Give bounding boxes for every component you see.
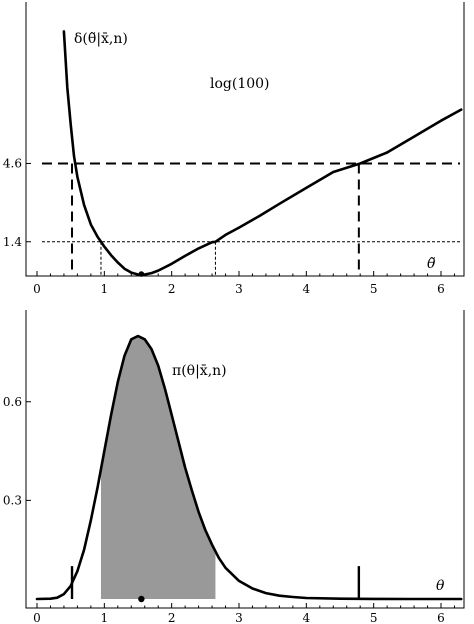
top-y-tick-label: 4.6 [3, 156, 22, 170]
bottom-x-tick-label: 4 [303, 611, 311, 624]
bottom-y-tick-label: 0.6 [3, 395, 22, 409]
top-x-ticks: 0 1 2 3 4 5 6 [33, 271, 455, 296]
bottom-x-tick-label: 1 [101, 611, 109, 624]
top-x-tick-label: 5 [370, 282, 378, 296]
top-x-tick-label: 4 [303, 282, 311, 296]
bottom-x-tick-label: 2 [168, 611, 176, 624]
top-minimum-point [138, 271, 145, 277]
bottom-curve-label: π(θ|x̄,n) [172, 363, 227, 379]
top-panel: 0 1 2 3 4 5 6 1.4 4.6 δ(θ̃|x̄,n) log(100) θ̃ [3, 2, 465, 296]
top-x-axis-label: θ̃ [427, 256, 436, 272]
bottom-y-ticks: 0.3 0.6 [3, 395, 31, 507]
bottom-x-tick-label: 3 [235, 611, 243, 624]
bottom-x-tick-label: 5 [370, 611, 378, 624]
bottom-point-estimate [138, 595, 145, 603]
top-x-tick-label: 0 [33, 282, 41, 296]
bottom-hpd-region [100, 336, 216, 599]
top-panel-frame [25, 2, 465, 277]
bottom-x-tick-label: 6 [437, 611, 445, 624]
top-y-ticks: 1.4 4.6 [3, 156, 31, 249]
bottom-density-curve [35, 334, 463, 601]
top-hline-label: log(100) [210, 76, 270, 92]
bottom-panel: 0 1 2 3 4 5 6 0.3 0.6 π(θ|x̄,n) θ [3, 310, 465, 624]
bottom-panel-frame [25, 310, 465, 609]
bottom-x-tick-label: 0 [33, 611, 41, 624]
top-loss-curve [62, 30, 463, 277]
top-x-tick-label: 3 [235, 282, 243, 296]
top-x-tick-label: 6 [437, 282, 445, 296]
bottom-x-axis-label: θ [436, 578, 445, 594]
top-y-tick-label: 1.4 [3, 235, 22, 249]
bottom-y-tick-label: 0.3 [3, 493, 22, 507]
top-x-tick-label: 2 [168, 282, 176, 296]
top-curve-label: δ(θ̃|x̄,n) [74, 31, 128, 47]
top-x-tick-label: 1 [101, 282, 109, 296]
bottom-x-ticks: 0 1 2 3 4 5 6 [33, 603, 455, 624]
